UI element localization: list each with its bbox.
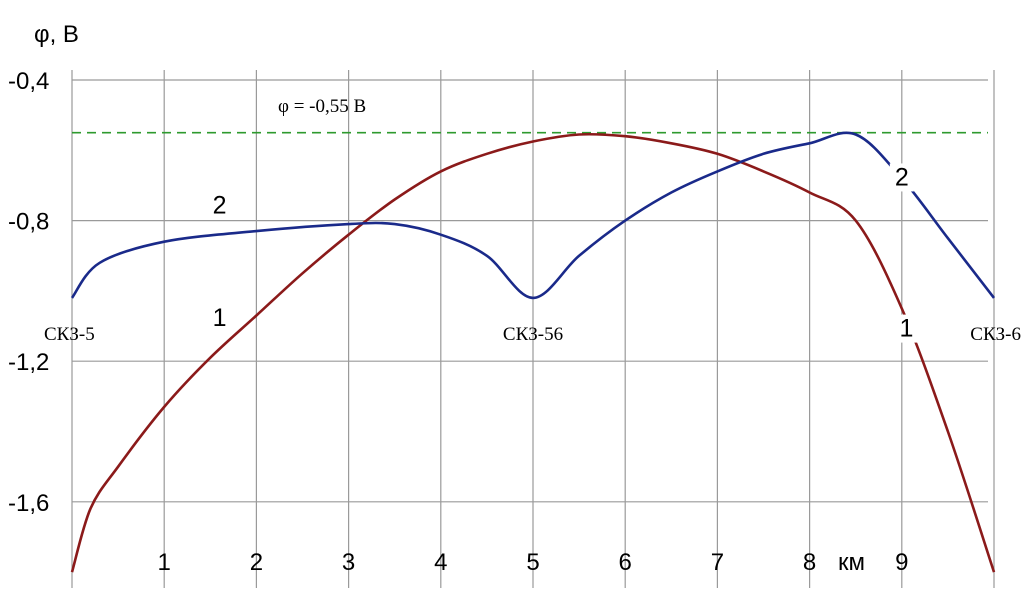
x-tick-label: 2 — [250, 549, 263, 576]
series-label-2: 2 — [895, 163, 909, 191]
y-axis-label: φ, В — [34, 21, 79, 48]
series-label-bg — [894, 314, 919, 343]
x-tick-label: 1 — [158, 549, 171, 576]
x-tick-label: 6 — [619, 549, 632, 576]
x-tick-label: 4 — [434, 549, 447, 576]
x-tick-label: 9 — [895, 549, 908, 576]
series-label-bg — [207, 304, 232, 333]
labels-group: φ, В км φ = -0,55 В — [34, 21, 865, 576]
reference-line-group: СКЗ-5 СКЗ-56 СКЗ-6 — [44, 131, 1021, 345]
series-line-1 — [70, 132, 996, 573]
reference-line-label: φ = -0,55 В — [278, 96, 366, 117]
y-tick-label: -1,2 — [8, 349, 49, 376]
x-tick-label: 5 — [526, 549, 539, 576]
station-label: СКЗ-6 — [970, 324, 1021, 345]
series-label-1: 1 — [213, 304, 227, 332]
series-label-bg — [207, 191, 232, 220]
y-tick-label: -1,6 — [8, 490, 49, 517]
x-tick-label: 7 — [711, 549, 724, 576]
station-label: СКЗ-56 — [503, 324, 563, 345]
x-tick-label: 8 — [803, 549, 816, 576]
x-tick-label: 3 — [342, 549, 355, 576]
y-tick-label: -0,4 — [8, 68, 49, 95]
series-label-2: 2 — [213, 192, 227, 220]
grid: -0,4 -0,8 -1,2 -1,6 1 2 3 4 5 6 7 8 9 — [8, 68, 995, 588]
series-label-bg — [889, 163, 914, 192]
x-axis-label: км — [838, 549, 865, 576]
series-label-1: 1 — [899, 315, 913, 343]
y-tick-label: -0,8 — [8, 209, 49, 236]
series-line-2 — [70, 131, 996, 300]
station-label: СКЗ-5 — [44, 324, 95, 345]
series-group: 1 1 2 2 — [70, 131, 996, 573]
